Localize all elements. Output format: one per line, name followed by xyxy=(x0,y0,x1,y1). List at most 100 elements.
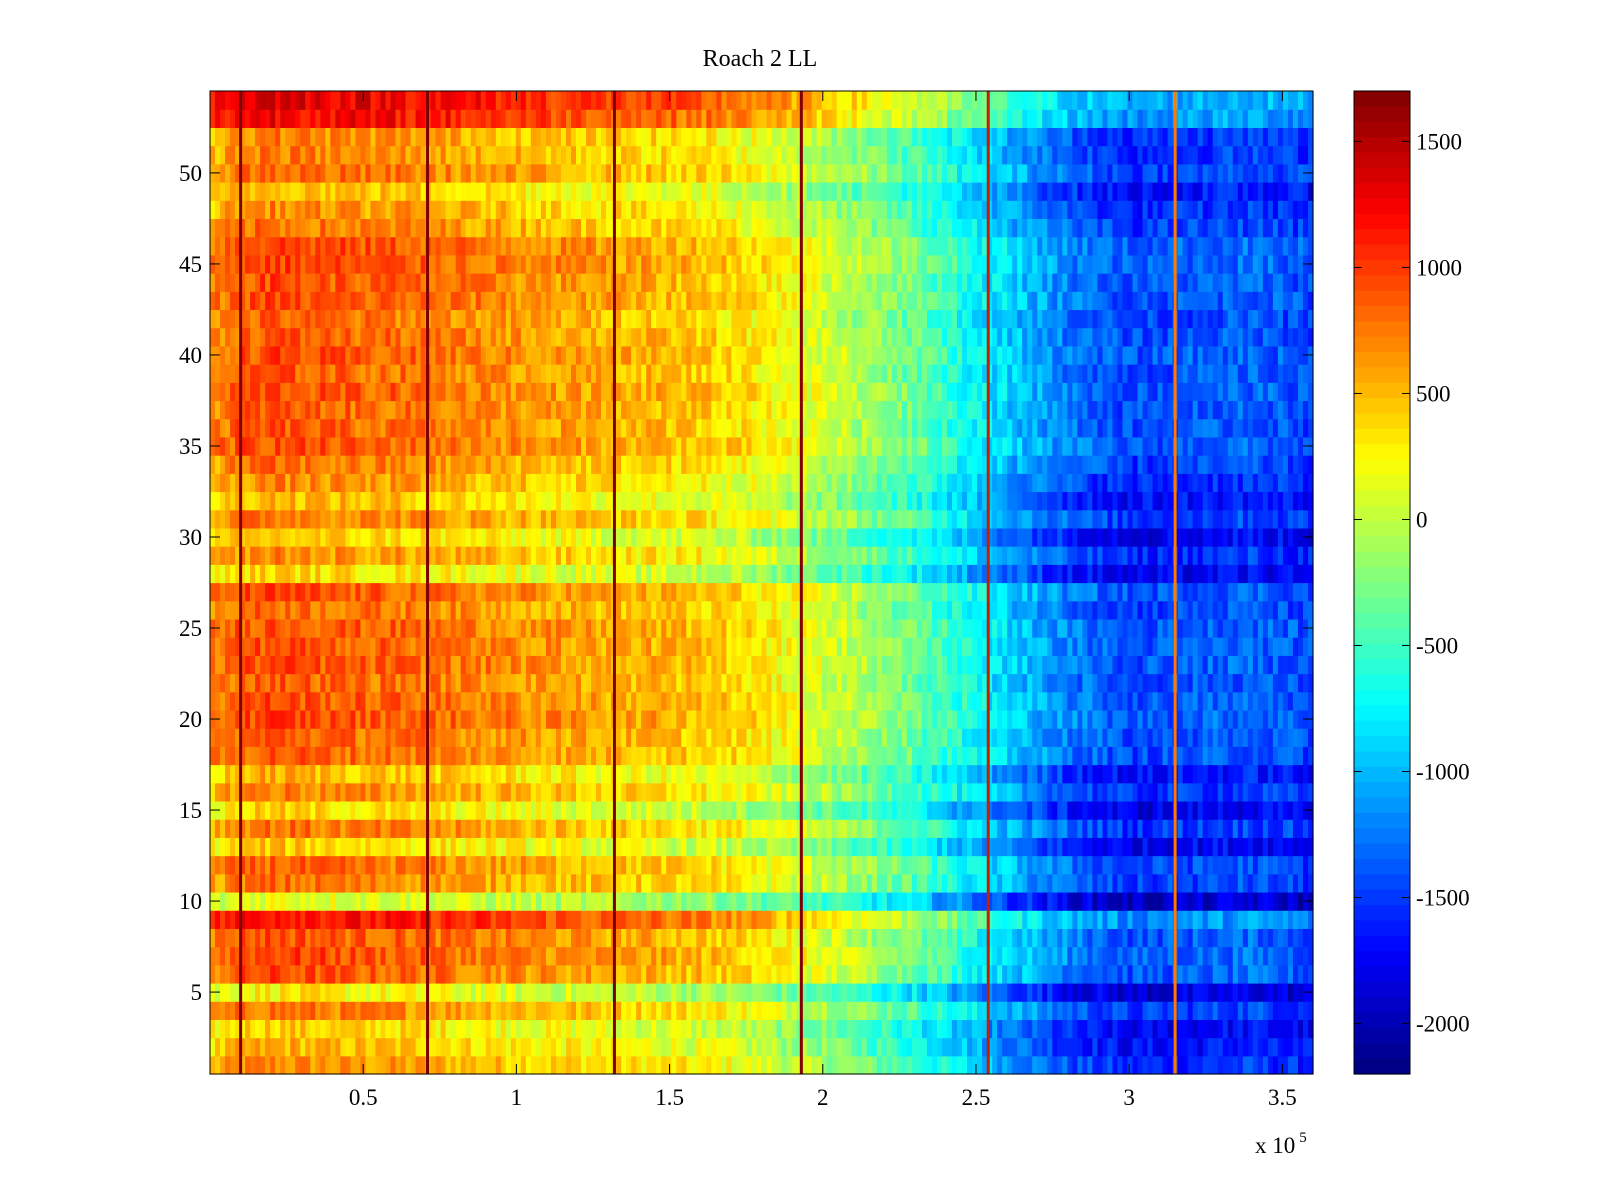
heatmap-cell xyxy=(1202,873,1209,893)
heatmap-cell xyxy=(721,691,727,711)
heatmap-cell xyxy=(285,800,291,820)
heatmap-cell xyxy=(726,764,733,784)
heatmap-cell xyxy=(936,655,943,675)
heatmap-cell xyxy=(270,709,276,729)
heatmap-cell xyxy=(275,982,281,1002)
heatmap-cell xyxy=(646,746,652,766)
heatmap-cell xyxy=(982,1019,988,1039)
heatmap-cell xyxy=(1197,819,1204,838)
heatmap-cell xyxy=(1067,782,1073,802)
heatmap-cell xyxy=(505,1037,512,1057)
heatmap-cell xyxy=(415,910,422,929)
heatmap-cell xyxy=(831,1055,838,1075)
heatmap-cell xyxy=(1202,910,1209,929)
heatmap-cell xyxy=(470,709,477,729)
heatmap-cell xyxy=(345,782,351,802)
heatmap-cell xyxy=(275,655,281,675)
heatmap-cell xyxy=(390,1037,397,1057)
heatmap-cell xyxy=(1167,855,1174,875)
heatmap-cell xyxy=(225,782,231,802)
heatmap-cell xyxy=(1032,928,1038,948)
heatmap-cell xyxy=(1012,709,1018,729)
heatmap-cell xyxy=(235,946,241,966)
heatmap-cell xyxy=(1157,1037,1164,1057)
heatmap-cell xyxy=(952,873,958,893)
heatmap-cell xyxy=(681,891,687,911)
heatmap-cell xyxy=(410,1055,417,1075)
heatmap-cell xyxy=(1262,782,1269,802)
heatmap-cell xyxy=(1137,819,1144,838)
heatmap-cell xyxy=(796,964,803,984)
heatmap-cell xyxy=(555,1001,562,1020)
heatmap-cell xyxy=(1212,946,1219,966)
heatmap-cell xyxy=(350,928,356,948)
heatmap-cell xyxy=(891,982,898,1002)
heatmap-cell xyxy=(701,964,707,984)
heatmap-cell xyxy=(1122,782,1129,802)
heatmap-cell xyxy=(721,982,727,1002)
heatmap-cell xyxy=(801,1055,808,1075)
heatmap-cell xyxy=(591,1019,597,1039)
heatmap-cell xyxy=(1042,891,1048,911)
heatmap-cell xyxy=(260,655,266,675)
heatmap-cell xyxy=(1042,746,1048,766)
heatmap-cell xyxy=(596,910,602,929)
heatmap-cell xyxy=(1017,910,1023,929)
heatmap-cell xyxy=(616,746,622,766)
heatmap-cell xyxy=(465,1001,472,1020)
heatmap-cell xyxy=(235,1037,241,1057)
heatmap-cell xyxy=(1297,982,1304,1002)
heatmap-cell xyxy=(305,1055,311,1075)
heatmap-cell xyxy=(400,946,407,966)
heatmap-cell xyxy=(1047,873,1053,893)
heatmap-cell xyxy=(365,1055,372,1075)
heatmap-cell xyxy=(982,855,988,875)
heatmap-cell xyxy=(646,1019,652,1039)
heatmap-cell xyxy=(1102,891,1109,911)
heatmap-cell xyxy=(967,800,973,820)
heatmap-cell xyxy=(415,873,422,893)
heatmap-cell xyxy=(586,709,592,729)
heatmap-cell xyxy=(475,764,482,784)
heatmap-cell xyxy=(771,800,778,820)
heatmap-cell xyxy=(330,837,336,857)
heatmap-cell xyxy=(1132,873,1139,893)
heatmap-cell xyxy=(826,728,833,747)
heatmap-cell xyxy=(731,891,738,911)
heatmap-cell xyxy=(696,728,702,747)
heatmap-cell xyxy=(445,855,452,875)
heatmap-cell xyxy=(641,1001,647,1020)
heatmap-cell xyxy=(345,673,351,693)
heatmap-cell xyxy=(1017,746,1023,766)
heatmap-cell xyxy=(1087,1001,1093,1020)
heatmap-cell xyxy=(1302,782,1309,802)
heatmap-cell xyxy=(215,1037,221,1057)
heatmap-cell xyxy=(1192,673,1199,693)
heatmap-cell xyxy=(1297,964,1304,984)
heatmap-cell xyxy=(525,691,532,711)
heatmap-cell xyxy=(821,782,828,802)
heatmap-cell xyxy=(997,782,1003,802)
heatmap-cell xyxy=(1282,964,1289,984)
heatmap-cell xyxy=(1097,764,1104,784)
heatmap-cell xyxy=(1217,855,1224,875)
heatmap-cell xyxy=(1092,891,1099,911)
heatmap-cell xyxy=(826,964,833,984)
heatmap-cell xyxy=(290,673,296,693)
heatmap-cell xyxy=(731,982,738,1002)
heatmap-cell xyxy=(641,910,647,929)
heatmap-cell xyxy=(335,1037,341,1057)
heatmap-cell xyxy=(480,946,487,966)
heatmap-cell xyxy=(921,728,928,747)
heatmap-cell xyxy=(1227,746,1234,766)
heatmap-cell xyxy=(1067,1055,1073,1075)
heatmap-cell xyxy=(896,1019,903,1039)
heatmap-cell xyxy=(1242,728,1249,747)
heatmap-cell xyxy=(445,873,452,893)
heatmap-cell xyxy=(510,1019,517,1039)
heatmap-cell xyxy=(245,946,251,966)
heatmap-cell xyxy=(1057,1055,1063,1075)
heatmap-cell xyxy=(260,673,266,693)
heatmap-cell xyxy=(931,928,938,948)
heatmap-cell xyxy=(335,982,341,1002)
